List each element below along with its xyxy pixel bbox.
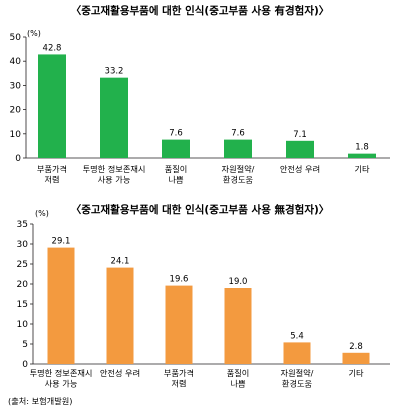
chart1-bar <box>286 140 314 158</box>
chart1-value-label: 7.1 <box>293 130 307 140</box>
chart1-bar <box>348 153 376 158</box>
chart1-value-label: 1.8 <box>355 143 369 153</box>
chart1-category-label: 부품가격 저렴 <box>37 164 67 185</box>
chart2-y-tick-label: 30 <box>17 240 29 250</box>
chart2-bar <box>165 285 193 364</box>
chart2-y-tick-label: 5 <box>22 340 28 350</box>
chart1-value-label: 33.2 <box>105 67 124 77</box>
chart2-bar <box>47 247 75 364</box>
chart2-y-tick-label: 20 <box>17 280 29 290</box>
chart2-y-tick-label: 25 <box>17 260 28 270</box>
chart1-bar <box>224 139 252 158</box>
chart2-category-label: 품질이 나쁨 <box>227 368 250 389</box>
chart2-category-label: 안전성 우려 <box>100 368 140 378</box>
chart2-y-tick-label: 15 <box>17 300 28 310</box>
chart1-bar <box>38 54 66 159</box>
chart2-y-unit: (%) <box>35 209 49 218</box>
chart2-value-label: 19.6 <box>170 275 189 285</box>
chart1-category-label: 자원절약/환경도움 <box>222 164 255 185</box>
chart2-bar <box>283 342 311 364</box>
chart1-y-unit: (%) <box>27 29 41 38</box>
chart2-category-label: 기타 <box>348 368 364 378</box>
chart2-value-label: 2.8 <box>349 342 363 352</box>
chart2-bar <box>342 352 370 364</box>
chart2-category-label: 자원절약/환경도움 <box>281 368 314 389</box>
chart1-category-label: 기타 <box>354 164 370 174</box>
chart2-value-label: 5.4 <box>290 331 304 341</box>
chart1-y-tick-label: 30 <box>10 81 22 91</box>
chart2-value-label: 29.1 <box>52 237 71 247</box>
chart1-y-tick-label: 20 <box>10 106 22 116</box>
chart2-category-label: 투명한 정보존재시 사용 가능 <box>30 368 93 389</box>
chart2-bar <box>224 288 252 364</box>
chart2-value-label: 19.0 <box>229 277 248 287</box>
chart2-y-tick-label: 10 <box>17 320 29 330</box>
chart1-category-label: 투명한 정보존재시 사용 가능 <box>83 164 146 185</box>
source-note: (출처: 보험개발원) <box>8 396 72 406</box>
chart2-value-label: 24.1 <box>111 257 130 267</box>
chart1-category-label: 품질이 나쁨 <box>165 164 188 185</box>
chart1-y-tick-label: 40 <box>10 57 22 67</box>
chart2-category-label: 부품가격 저렴 <box>164 368 194 389</box>
chart2-bar <box>106 267 134 364</box>
chart1-bar <box>100 77 128 158</box>
chart1-value-label: 42.8 <box>43 43 62 53</box>
chart1-y-tick-label: 10 <box>10 130 22 140</box>
chart1-y-tick-label: 50 <box>10 33 22 43</box>
chart1-value-label: 7.6 <box>169 129 183 139</box>
chart2-y-tick-label: 35 <box>17 220 28 230</box>
chart1-y-tick-label: 0 <box>15 154 21 164</box>
chart2-title: 〈중고재활용부품에 대한 인식(중고부품 사용 無경험자)〉 <box>71 203 330 216</box>
chart2-y-tick-label: 0 <box>22 360 28 370</box>
chart1-category-label: 안전성 우려 <box>280 164 320 174</box>
chart1-value-label: 7.6 <box>231 129 245 139</box>
chart1-bar <box>162 139 190 158</box>
chart1-title: 〈중고재활용부품에 대한 인식(중고부품 사용 有경험자)〉 <box>71 4 330 17</box>
